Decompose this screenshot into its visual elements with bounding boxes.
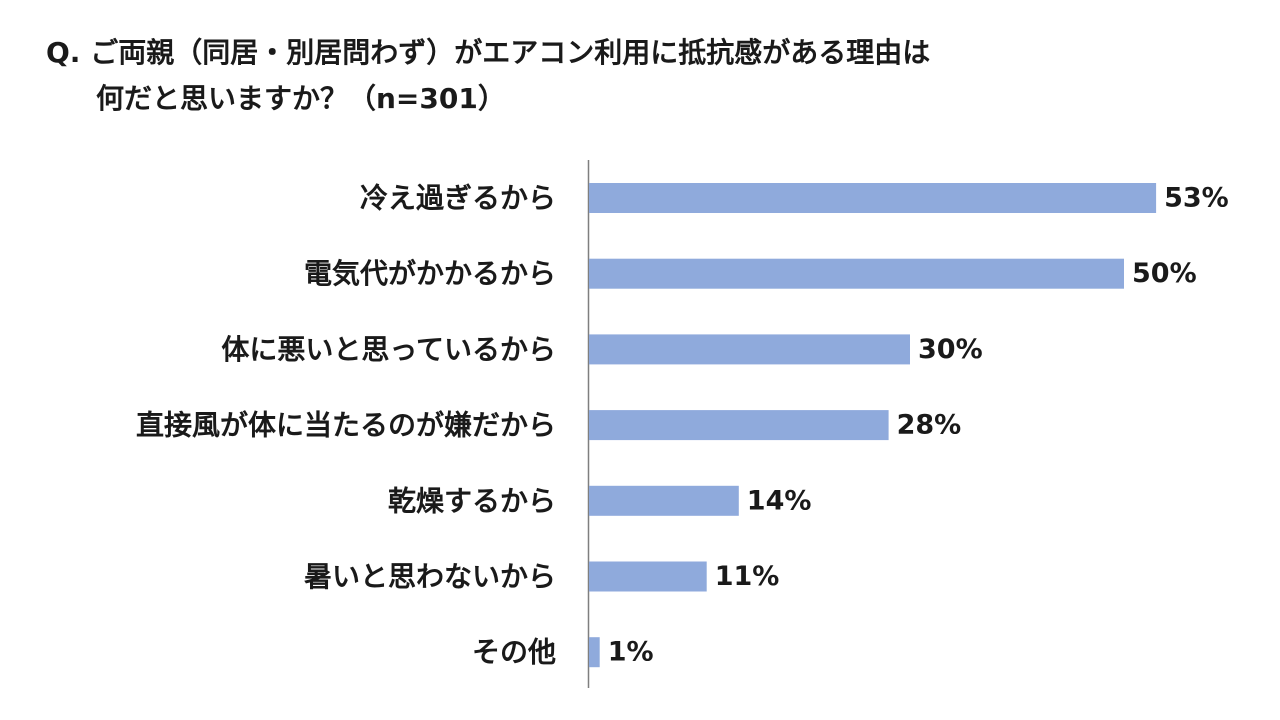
value-label-4: 14% [747, 485, 812, 516]
chart-title-line1: Q. ご両親（同居・別居問わず）がエアコン利用に抵抗感がある理由は [46, 36, 931, 69]
category-label-3: 直接風が体に当たるのが嫌だから [136, 409, 556, 442]
value-label-0: 53% [1164, 183, 1229, 214]
category-label-1: 電気代がかかるから [304, 257, 556, 290]
category-label-5: 暑いと思わないから [304, 560, 556, 593]
value-label-6: 1% [608, 637, 654, 668]
bar-6 [589, 637, 600, 668]
bar-3 [589, 410, 889, 441]
bar-4 [589, 485, 739, 516]
bar-2 [589, 334, 910, 365]
value-label-1: 50% [1132, 258, 1197, 289]
bar-5 [589, 561, 707, 592]
category-label-4: 乾燥するから [388, 484, 556, 517]
chart-title: Q. ご両親（同居・別居問わず）がエアコン利用に抵抗感がある理由は 何だと思いま… [46, 30, 930, 122]
chart-title-line2: 何だと思いますか？（n=301） [96, 82, 506, 115]
value-label-5: 11% [715, 561, 780, 592]
value-label-3: 28% [897, 410, 962, 441]
category-label-0: 冷え過ぎるから [360, 182, 556, 215]
bar-0 [589, 183, 1157, 213]
bar-1 [589, 258, 1124, 289]
value-label-2: 30% [918, 334, 983, 365]
bars-group: 冷え過ぎるから 53% 電気代がかかるから 50% 体に悪いと思っているから 30% 直接風… [136, 182, 1229, 669]
category-label-6: その他 [472, 636, 556, 669]
category-label-2: 体に悪いと思っているから [221, 333, 556, 366]
